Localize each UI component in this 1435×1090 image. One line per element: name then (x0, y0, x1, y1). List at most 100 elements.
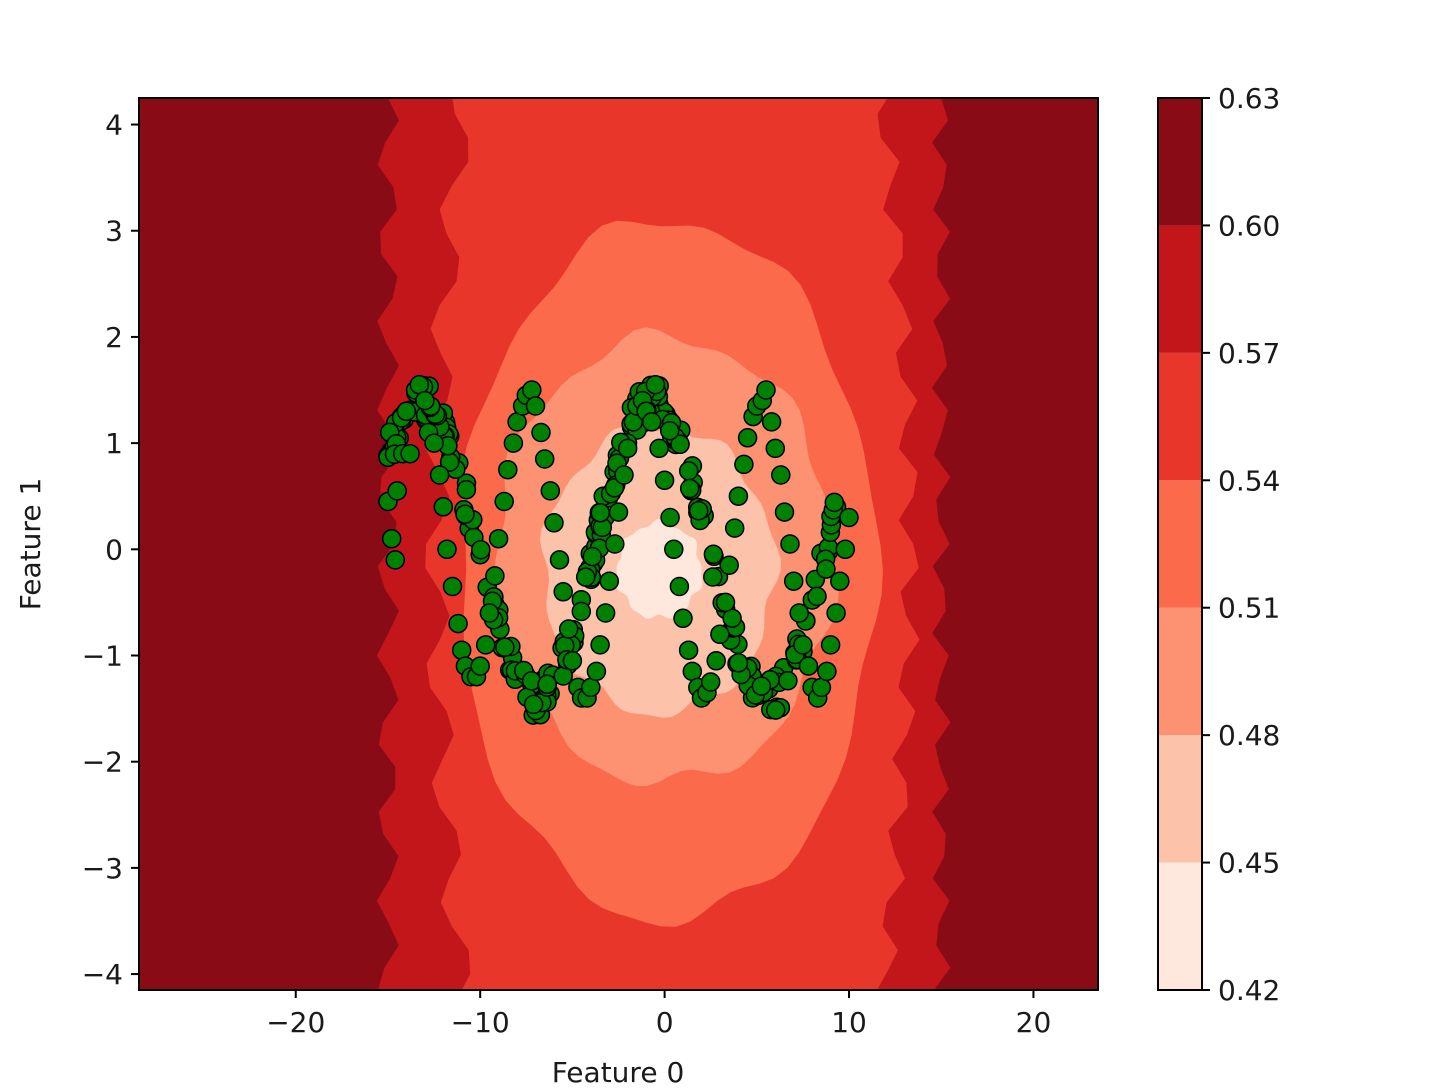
colorbar: 0.42 0.45 0.48 0.51 0.54 0.57 0.60 0.63 (1157, 82, 1280, 1007)
scatter-point (765, 700, 786, 720)
y-tick-label: 3 (105, 215, 123, 248)
scatter-point (451, 640, 472, 660)
scatter-point (780, 534, 800, 554)
scatter-point (660, 507, 680, 528)
colorbar-segment (1158, 225, 1202, 353)
scatter-point (673, 608, 693, 629)
scatter-point (544, 513, 564, 533)
scatter-point (756, 380, 776, 400)
x-axis: −20 −10 0 10 20 (266, 990, 1051, 1039)
scatter-point (595, 603, 616, 623)
scatter-point (495, 637, 515, 658)
scatter-point (571, 601, 592, 622)
scatter-point (488, 528, 509, 549)
scatter-point (442, 576, 463, 597)
scatter-point (688, 500, 709, 521)
scatter-point (645, 374, 666, 395)
y-axis: −4 −3 −2 −1 0 1 2 3 4 (82, 109, 139, 991)
scatter-point (575, 567, 596, 587)
scatter-point (751, 676, 772, 696)
scatter-point (734, 454, 754, 475)
scatter-point (659, 420, 680, 441)
scatter-point (471, 539, 491, 560)
scatter-point (614, 465, 634, 485)
scatter-point (816, 559, 836, 579)
colorbar-segment (1158, 480, 1202, 608)
scatter-point (839, 507, 859, 528)
scatter-point (400, 443, 420, 464)
scatter-point (525, 396, 546, 416)
scatter-point (503, 433, 524, 453)
x-tick-label: −20 (266, 1006, 325, 1039)
contour-fill-layer (139, 98, 1098, 990)
scatter-point (475, 635, 496, 655)
scatter-point (494, 491, 514, 512)
scatter-point (479, 603, 500, 623)
colorbar-tick-label: 0.54 (1218, 464, 1280, 497)
colorbar-tick-label: 0.60 (1218, 209, 1280, 242)
scatter-point (396, 401, 417, 422)
scatter-point (558, 619, 579, 639)
scatter-point (549, 550, 570, 570)
scatter-point (415, 390, 435, 411)
scatter-point (523, 694, 544, 715)
scatter-point (537, 674, 557, 695)
x-axis-title: Feature 0 (552, 1056, 685, 1089)
scatter-point (654, 470, 675, 491)
y-axis-title: Feature 1 (14, 478, 47, 611)
scatter-point (703, 544, 724, 565)
x-tick-label: 20 (1016, 1006, 1052, 1039)
x-tick-label: 10 (831, 1006, 867, 1039)
y-tick-label: 4 (105, 109, 123, 142)
scatter-point (485, 566, 505, 586)
scatter-point (381, 528, 402, 549)
colorbar-tick-label: 0.48 (1218, 719, 1280, 752)
scatter-point (830, 571, 850, 591)
scatter-point (456, 479, 477, 500)
colorbar-tick-label: 0.63 (1218, 82, 1280, 115)
scatter-point (586, 661, 607, 682)
scatter-points (378, 374, 859, 725)
colorbar-segment (1158, 735, 1202, 863)
scatter-point (531, 422, 551, 443)
scatter-point (820, 635, 841, 655)
scatter-point (678, 640, 699, 660)
scatter-point (448, 613, 468, 634)
plot-frame (138, 97, 1099, 991)
scatter-point (715, 592, 736, 613)
scatter-point (424, 433, 444, 453)
colorbar-segment (1158, 352, 1202, 481)
colorbar-frame (1157, 97, 1203, 991)
scatter-point (590, 502, 611, 523)
scatter-point (817, 661, 837, 682)
y-tick-label: −4 (82, 958, 123, 991)
scatter-point (778, 670, 798, 691)
colorbar-tick-label: 0.57 (1218, 337, 1280, 370)
scatter-point (641, 412, 662, 432)
scatter-point (590, 635, 610, 655)
scatter-point (433, 497, 454, 517)
scatter-point (719, 555, 739, 575)
y-tick-label: 2 (105, 321, 123, 354)
colorbar-segment (1158, 607, 1202, 736)
y-tick-label: −3 (82, 852, 123, 885)
scatter-point (807, 586, 827, 607)
scatter-point (728, 486, 749, 506)
scatter-point (703, 567, 723, 587)
scatter-point (617, 438, 638, 459)
scatter-point (534, 449, 555, 469)
scatter-point (774, 502, 795, 522)
scatter-point (678, 461, 699, 481)
scatter-point (470, 656, 490, 676)
scatter-point (826, 603, 846, 623)
scatter-point (798, 656, 819, 676)
scatter-point (765, 438, 786, 459)
scatter-point (706, 651, 726, 671)
scatter-point (724, 518, 745, 538)
scatter-point (562, 651, 583, 671)
scatter-point (700, 672, 721, 692)
scatter-point (793, 635, 813, 655)
y-tick-label: 0 (105, 533, 123, 566)
colorbar-segment (1158, 862, 1202, 990)
